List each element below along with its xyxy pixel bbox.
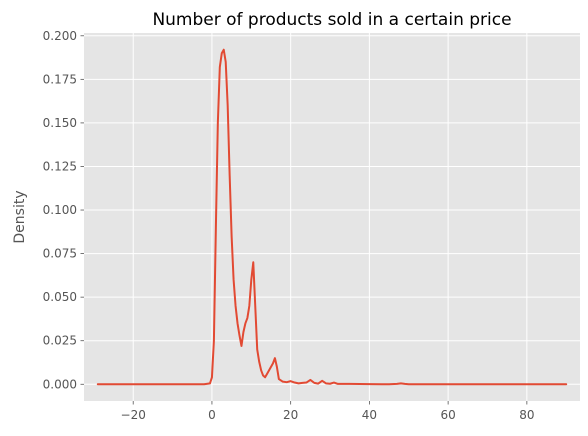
density-line xyxy=(96,48,568,386)
x-tick-label: 60 xyxy=(440,408,455,422)
chart-title: Number of products sold in a certain pri… xyxy=(152,10,511,30)
tick-layer: −20 0 20 40 60 80 0.000 0.025 0.050 0.075 0.100 0.1… xyxy=(43,29,535,422)
x-tick-label: 40 xyxy=(362,408,377,422)
plot-background xyxy=(84,33,580,401)
grid-layer xyxy=(84,33,580,401)
y-tick-label: 0.025 xyxy=(43,334,77,348)
y-tick-label: 0.000 xyxy=(43,377,77,391)
y-tick-label: 0.175 xyxy=(43,72,77,86)
y-axis-label: Density xyxy=(12,190,28,243)
y-tick-label: 0.125 xyxy=(43,159,77,173)
x-tick-label: 80 xyxy=(519,408,534,422)
y-tick-label: 0.200 xyxy=(43,29,77,43)
series-layer xyxy=(96,48,568,386)
y-tick-label: 0.150 xyxy=(43,116,77,130)
x-tick-label: 20 xyxy=(283,408,298,422)
x-tick-label: −20 xyxy=(121,408,146,422)
y-tick-label: 0.075 xyxy=(43,247,77,261)
y-tick-label: 0.100 xyxy=(43,203,77,217)
x-tick-label: 0 xyxy=(208,408,216,422)
y-tick-label: 0.050 xyxy=(43,290,77,304)
